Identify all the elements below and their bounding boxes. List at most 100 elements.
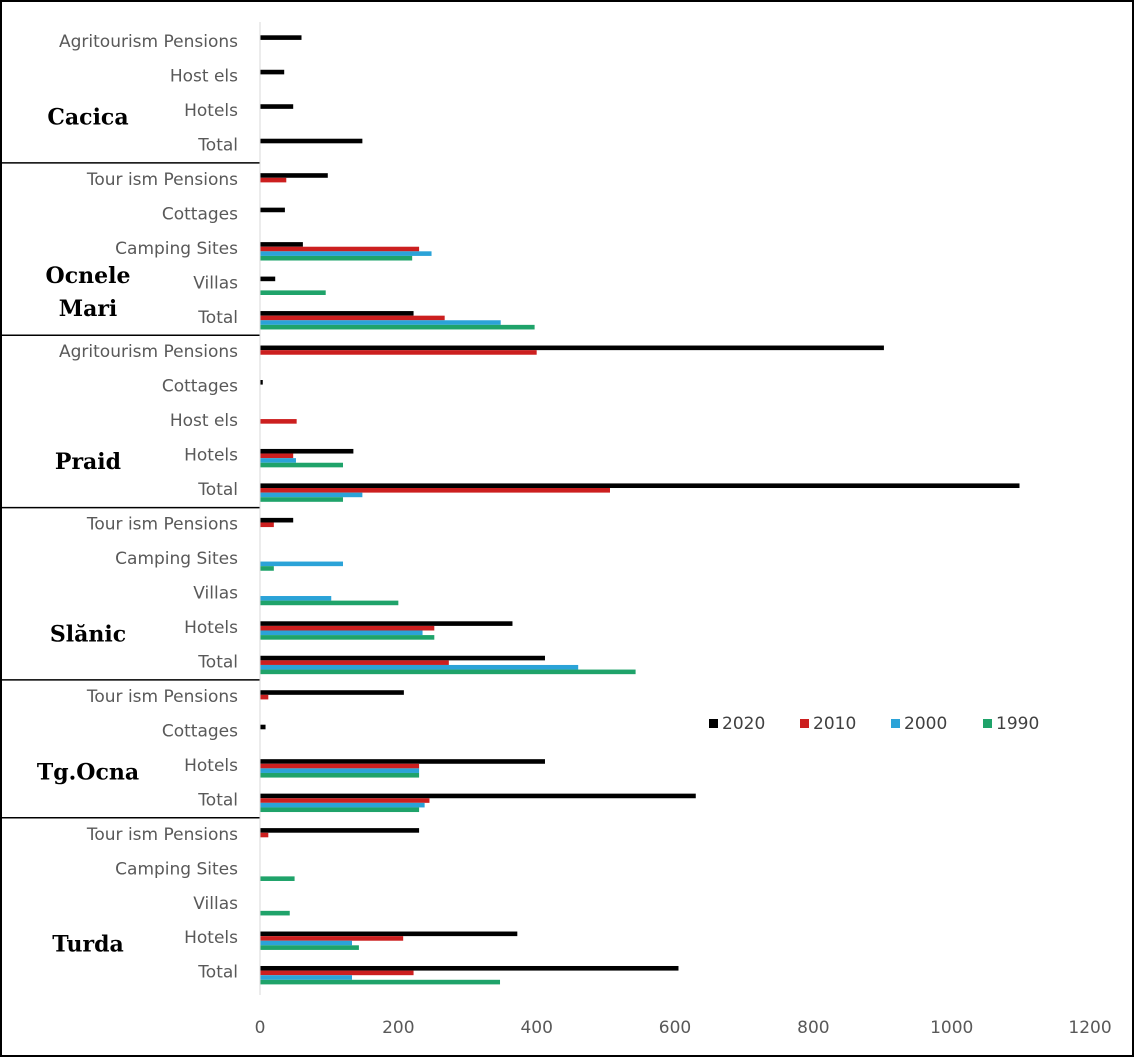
- category-label-sl-nic-tour-ism-pensions: Tour ism Pensions: [86, 515, 238, 535]
- bar-sl-nic-camping-sites-1990: [260, 566, 274, 571]
- category-label-praid-total: Total: [197, 480, 238, 500]
- bar-sl-nic-villas-1990: [260, 600, 399, 606]
- bar-tg-ocna-tour-ism-pensions-2010: [260, 694, 269, 700]
- category-label-sl-nic-total: Total: [197, 652, 238, 672]
- bar-sl-nic-tour-ism-pensions-2010: [260, 522, 274, 528]
- bar-tg-ocna-total-2020: [260, 793, 696, 799]
- legend-swatch-2010: [800, 719, 809, 728]
- x-tick-label-800: 800: [797, 1018, 829, 1038]
- bar-ocnele-mari-villas-1990: [260, 290, 326, 295]
- bar-praid-total-2020: [260, 483, 1020, 489]
- bar-tg-ocna-cottages-2020: [260, 724, 266, 730]
- bar-turda-total-1990: [260, 979, 501, 985]
- group-label-sl-nic: Slănic: [50, 621, 126, 647]
- bar-praid-hotels-2000: [260, 458, 296, 463]
- bar-turda-total-2000: [260, 975, 352, 980]
- bar-ocnele-mari-villas-2020: [260, 276, 276, 282]
- legend-swatch-2020: [709, 719, 718, 728]
- bar-ocnele-mari-camping-sites-2000: [260, 251, 432, 256]
- bar-praid-total-1990: [260, 497, 344, 502]
- bar-turda-total-2020: [260, 965, 679, 971]
- bar-praid-agritourism-pensions-2020: [260, 345, 884, 351]
- category-label-cacica-host-els: Host els: [170, 66, 238, 86]
- category-label-tg-ocna-cottages: Cottages: [162, 721, 238, 741]
- category-label-sl-nic-villas: Villas: [193, 584, 238, 604]
- category-label-turda-tour-ism-pensions: Tour ism Pensions: [86, 825, 238, 845]
- bar-tg-ocna-hotels-2000: [260, 768, 420, 773]
- bar-cacica-host-els-2020: [260, 69, 285, 75]
- bar-sl-nic-total-2000: [260, 664, 579, 670]
- category-label-ocnele-mari-camping-sites: Camping Sites: [115, 239, 238, 259]
- bar-sl-nic-tour-ism-pensions-2020: [260, 517, 294, 523]
- bar-turda-camping-sites-1990: [260, 876, 295, 881]
- category-label-tg-ocna-tour-ism-pensions: Tour ism Pensions: [86, 687, 238, 707]
- bar-cacica-hotels-2020: [260, 104, 294, 109]
- group-label-ocnele-mari-line-2: Mari: [59, 296, 118, 322]
- bar-ocnele-mari-total-2020: [260, 311, 414, 316]
- bar-turda-tour-ism-pensions-2010: [260, 832, 269, 838]
- bar-turda-hotels-2010: [260, 936, 404, 941]
- category-label-tg-ocna-total: Total: [197, 790, 238, 810]
- category-label-praid-hotels: Hotels: [184, 446, 238, 466]
- bar-ocnele-mari-cottages-2020: [260, 207, 285, 213]
- bar-ocnele-mari-total-1990: [260, 324, 535, 330]
- bar-sl-nic-total-2010: [260, 660, 449, 665]
- category-label-ocnele-mari-cottages: Cottages: [162, 204, 238, 224]
- bar-ocnele-mari-total-2000: [260, 320, 501, 325]
- x-axis-tick-labels: 0 200 400 600 800 1000 1200: [255, 1018, 1112, 1038]
- bar-sl-nic-camping-sites-2000: [260, 561, 344, 567]
- group-label-praid: Praid: [55, 449, 121, 475]
- bar-praid-host-els-2010: [260, 419, 297, 424]
- bar-tg-ocna-total-2010: [260, 798, 430, 803]
- bar-sl-nic-villas-2000: [260, 596, 332, 601]
- category-label-ocnele-mari-villas: Villas: [193, 273, 238, 293]
- bar-praid-hotels-2020: [260, 448, 354, 454]
- group-dividers: [0, 162, 260, 819]
- bar-ocnele-mari-tour-ism-pensions-2010: [260, 177, 287, 183]
- bar-sl-nic-total-1990: [260, 669, 636, 675]
- group-label-turda: Turda: [52, 932, 124, 958]
- bar-praid-hotels-2010: [260, 453, 294, 459]
- bar-sl-nic-hotels-1990: [260, 635, 435, 640]
- bar-sl-nic-hotels-2020: [260, 621, 513, 626]
- bar-sl-nic-total-2020: [260, 655, 545, 661]
- bar-ocnele-mari-camping-sites-2010: [260, 246, 420, 252]
- bar-ocnele-mari-tour-ism-pensions-2020: [260, 173, 328, 178]
- legend-label-2020: 2020: [722, 714, 765, 734]
- category-label-ocnele-mari-total: Total: [197, 308, 238, 328]
- bar-sl-nic-hotels-2010: [260, 625, 435, 631]
- x-tick-label-1000: 1000: [930, 1018, 973, 1038]
- category-label-turda-total: Total: [197, 963, 238, 983]
- category-label-praid-host-els: Host els: [170, 411, 238, 431]
- bar-praid-cottages-2020: [260, 380, 263, 385]
- bars: [260, 35, 1020, 985]
- category-labels: Agritourism Pensions Host els Hotels Total T…: [59, 32, 238, 983]
- category-label-praid-agritourism-pensions: Agritourism Pensions: [59, 342, 238, 362]
- bar-ocnele-mari-camping-sites-1990: [260, 255, 413, 261]
- bar-praid-agritourism-pensions-2010: [260, 350, 537, 355]
- group-label-cacica: Cacica: [47, 104, 128, 130]
- legend: 2020 2010 2000 1990: [709, 714, 1039, 734]
- category-label-turda-villas: Villas: [193, 894, 238, 914]
- bar-praid-total-2010: [260, 488, 611, 493]
- legend-label-2000: 2000: [904, 714, 947, 734]
- category-label-tg-ocna-hotels: Hotels: [184, 756, 238, 776]
- bar-turda-villas-1990: [260, 910, 290, 916]
- bar-ocnele-mari-total-2010: [260, 315, 445, 321]
- bar-cacica-total-2020: [260, 138, 363, 144]
- category-label-sl-nic-camping-sites: Camping Sites: [115, 549, 238, 569]
- bar-praid-total-2000: [260, 492, 363, 498]
- bar-tg-ocna-hotels-2010: [260, 763, 420, 769]
- bar-turda-hotels-2020: [260, 931, 518, 937]
- legend-label-1990: 1990: [996, 714, 1039, 734]
- bar-tg-ocna-hotels-2020: [260, 759, 545, 764]
- category-label-ocnele-mari-tour-ism-pensions: Tour ism Pensions: [86, 170, 238, 190]
- legend-swatch-1990: [983, 719, 992, 728]
- bar-tg-ocna-total-2000: [260, 802, 425, 808]
- bar-praid-hotels-1990: [260, 462, 344, 468]
- group-labels: Cacica Ocnele Mari Praid Slănic Tg.Ocna Turda: [37, 104, 139, 957]
- category-label-praid-cottages: Cottages: [162, 377, 238, 397]
